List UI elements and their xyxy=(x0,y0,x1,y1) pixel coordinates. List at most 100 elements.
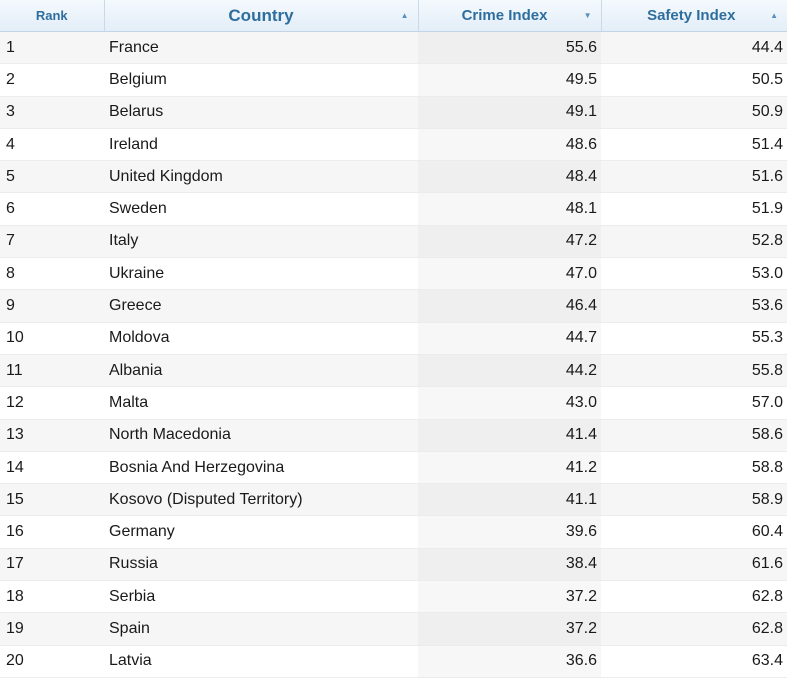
table-row: 19 Spain 37.2 62.8 xyxy=(0,612,787,646)
table-row: 15 Kosovo (Disputed Territory) 41.1 58.9 xyxy=(0,483,787,517)
table-row: 6 Sweden 48.1 51.9 xyxy=(0,192,787,226)
table-row: 9 Greece 46.4 53.6 xyxy=(0,289,787,323)
table-row: 8 Ukraine 47.0 53.0 xyxy=(0,257,787,291)
crime-index-cell: 39.6 xyxy=(418,515,601,549)
rank-cell: 4 xyxy=(0,128,104,162)
country-cell: Malta xyxy=(104,386,418,420)
country-cell: Kosovo (Disputed Territory) xyxy=(104,483,418,517)
table-row: 4 Ireland 48.6 51.4 xyxy=(0,128,787,162)
crime-index-cell: 37.2 xyxy=(418,612,601,646)
rank-cell: 16 xyxy=(0,515,104,549)
rank-cell: 11 xyxy=(0,354,104,388)
crime-index-cell: 48.6 xyxy=(418,128,601,162)
safety-index-cell: 55.8 xyxy=(601,354,787,388)
country-cell: Albania xyxy=(104,354,418,388)
country-cell: Germany xyxy=(104,515,418,549)
country-cell: Belgium xyxy=(104,63,418,97)
column-header-safety-index[interactable]: Safety Index ▲ xyxy=(601,0,787,32)
crime-index-cell: 41.4 xyxy=(418,419,601,452)
country-cell: Russia xyxy=(104,548,418,582)
column-header-country[interactable]: Country ▲ xyxy=(104,0,419,32)
crime-index-cell: 38.4 xyxy=(418,548,601,582)
rank-cell: 13 xyxy=(0,419,104,452)
sort-ascending-icon: ▲ xyxy=(770,10,778,20)
table-row: 3 Belarus 49.1 50.9 xyxy=(0,96,787,129)
safety-index-cell: 58.8 xyxy=(601,451,787,485)
rank-cell: 3 xyxy=(0,96,104,129)
table-row: 10 Moldova 44.7 55.3 xyxy=(0,322,787,355)
table-row: 5 United Kingdom 48.4 51.6 xyxy=(0,160,787,194)
rank-cell: 10 xyxy=(0,322,104,355)
safety-index-cell: 53.0 xyxy=(601,257,787,291)
crime-index-cell: 36.6 xyxy=(418,645,601,678)
table-row: 16 Germany 39.6 60.4 xyxy=(0,515,787,549)
country-cell: Spain xyxy=(104,612,418,646)
safety-index-cell: 50.5 xyxy=(601,63,787,97)
country-cell: United Kingdom xyxy=(104,160,418,194)
crime-index-cell: 43.0 xyxy=(418,386,601,420)
crime-index-cell: 49.5 xyxy=(418,63,601,97)
column-header-country-label: Country xyxy=(228,5,294,25)
rank-cell: 7 xyxy=(0,225,104,259)
table-row: 11 Albania 44.2 55.8 xyxy=(0,354,787,388)
country-cell: North Macedonia xyxy=(104,419,418,452)
rank-cell: 5 xyxy=(0,160,104,194)
safety-index-cell: 62.8 xyxy=(601,580,787,614)
safety-index-cell: 50.9 xyxy=(601,96,787,129)
country-cell: Bosnia And Herzegovina xyxy=(104,451,418,485)
rank-cell: 14 xyxy=(0,451,104,485)
column-header-crime-index-label: Crime Index xyxy=(461,7,548,24)
safety-index-cell: 58.9 xyxy=(601,483,787,517)
crime-index-cell: 44.7 xyxy=(418,322,601,355)
header-row: Rank Country ▲ Crime Index ▼ Safety Inde… xyxy=(0,0,787,32)
sort-ascending-icon: ▲ xyxy=(400,10,409,20)
country-cell: Sweden xyxy=(104,192,418,226)
country-cell: Moldova xyxy=(104,322,418,355)
column-header-rank[interactable]: Rank xyxy=(0,0,105,32)
table-row: 14 Bosnia And Herzegovina 41.2 58.8 xyxy=(0,451,787,485)
safety-index-cell: 60.4 xyxy=(601,515,787,549)
country-cell: Ireland xyxy=(104,128,418,162)
crime-index-cell: 49.1 xyxy=(418,96,601,129)
country-cell: Ukraine xyxy=(104,257,418,291)
table-row: 7 Italy 47.2 52.8 xyxy=(0,225,787,259)
table-header: Rank Country ▲ Crime Index ▼ Safety Inde… xyxy=(0,0,787,32)
rank-cell: 18 xyxy=(0,580,104,614)
rank-cell: 2 xyxy=(0,63,104,97)
rank-cell: 17 xyxy=(0,548,104,582)
country-cell: Serbia xyxy=(104,580,418,614)
safety-index-cell: 44.4 xyxy=(601,31,787,65)
table-row: 20 Latvia 36.6 63.4 xyxy=(0,645,787,678)
table-row: 2 Belgium 49.5 50.5 xyxy=(0,63,787,97)
country-cell: Latvia xyxy=(104,645,418,678)
crime-index-cell: 37.2 xyxy=(418,580,601,614)
crime-index-cell: 55.6 xyxy=(418,31,601,65)
crime-index-cell: 46.4 xyxy=(418,289,601,323)
safety-index-cell: 51.4 xyxy=(601,128,787,162)
country-cell: Belarus xyxy=(104,96,418,129)
country-cell: Italy xyxy=(104,225,418,259)
table-row: 12 Malta 43.0 57.0 xyxy=(0,386,787,420)
safety-index-cell: 52.8 xyxy=(601,225,787,259)
table-row: 18 Serbia 37.2 62.8 xyxy=(0,580,787,614)
table-row: 17 Russia 38.4 61.6 xyxy=(0,548,787,582)
crime-index-cell: 41.1 xyxy=(418,483,601,517)
column-header-crime-index[interactable]: Crime Index ▼ xyxy=(418,0,602,32)
safety-index-cell: 53.6 xyxy=(601,289,787,323)
crime-index-cell: 47.0 xyxy=(418,257,601,291)
rank-cell: 19 xyxy=(0,612,104,646)
safety-index-cell: 51.6 xyxy=(601,160,787,194)
crime-index-cell: 48.1 xyxy=(418,192,601,226)
safety-index-cell: 63.4 xyxy=(601,645,787,678)
country-cell: France xyxy=(104,31,418,65)
rank-cell: 8 xyxy=(0,257,104,291)
safety-index-cell: 62.8 xyxy=(601,612,787,646)
table-body: 1 France 55.6 44.4 2 Belgium 49.5 50.5 3 Belarus 4… xyxy=(0,31,787,678)
safety-index-cell: 55.3 xyxy=(601,322,787,355)
safety-index-cell: 61.6 xyxy=(601,548,787,582)
crime-index-cell: 47.2 xyxy=(418,225,601,259)
column-header-rank-label: Rank xyxy=(35,8,68,23)
safety-index-cell: 58.6 xyxy=(601,419,787,452)
rank-cell: 15 xyxy=(0,483,104,517)
